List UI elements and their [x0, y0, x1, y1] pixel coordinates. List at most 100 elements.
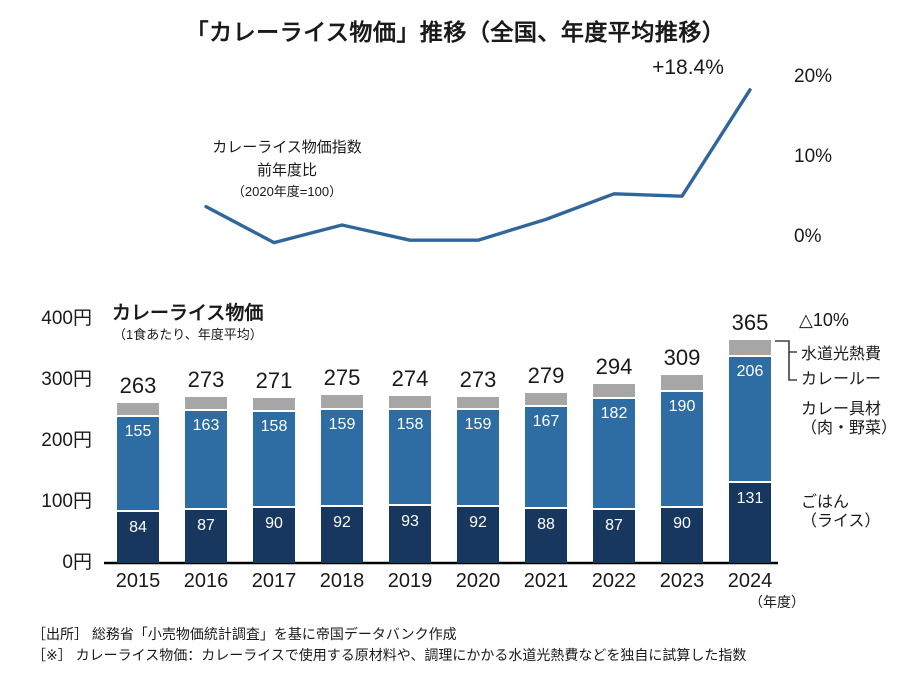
trend-annotation: カレーライス物価指数 前年度比 （2020年度=100） — [152, 136, 422, 202]
x-axis-year-label: 2018 — [319, 570, 365, 592]
bar-total-label: 279 — [527, 362, 565, 388]
bar-segment-rice: 92 — [457, 506, 499, 563]
bar-group: 84 155 263 — [117, 372, 159, 563]
peak-value-label: +18.4% — [652, 56, 724, 79]
bar-segment-rice: 131 — [729, 483, 771, 563]
bar-total-label: 273 — [459, 366, 497, 392]
bar-value-label: 90 — [265, 515, 283, 533]
bar-value-label: 87 — [197, 516, 215, 534]
bar-group: 131 206 365 — [729, 312, 771, 563]
bar-value-label: 159 — [464, 415, 492, 433]
bar-group: 90 158 271 — [253, 367, 295, 563]
source-note: ［出所］ 総務省「小売物価統計調査」を基に帝国データバンク作成 — [32, 626, 457, 642]
bar-segment-ingredients: 158 — [389, 409, 431, 507]
bar-segment-roux-utilities — [593, 383, 635, 399]
x-axis-year-label: 2015 — [115, 570, 161, 592]
pct-axis-tick: 20% — [794, 66, 833, 87]
legend-label-curry-ingredients: カレー具材 （肉・野菜） — [801, 401, 898, 437]
pct-axis-tick: 10% — [794, 146, 833, 167]
bar-segment-rice: 88 — [525, 509, 567, 563]
bar-segment-roux-utilities — [321, 395, 363, 410]
bar-group: 87 182 294 — [593, 353, 635, 563]
bar-value-label: 88 — [537, 516, 555, 534]
x-axis-year-label: 2024 — [727, 570, 773, 592]
bar-chart-title: カレーライス物価 — [112, 303, 264, 324]
pct-axis-tick: 0% — [794, 226, 822, 247]
bar-total-label: 294 — [595, 353, 633, 379]
bar-chart-subtitle: （1食あたり、年度平均） — [113, 327, 263, 342]
trend-annotation-line1: カレーライス物価指数 — [212, 139, 362, 156]
yen-axis-tick: 0円 — [62, 552, 92, 573]
bar-segment-ingredients: 158 — [253, 411, 295, 509]
yen-axis-tick: 100円 — [41, 491, 92, 512]
legend-label-utilities: 水道光熱費 — [801, 346, 882, 363]
bar-value-label: 182 — [600, 404, 628, 422]
bar-value-label: 190 — [668, 398, 696, 416]
bar-segment-ingredients: 206 — [729, 357, 771, 484]
bar-segment-rice: 90 — [661, 508, 703, 563]
bar-segment-ingredients: 167 — [525, 407, 567, 510]
bar-segment-roux-utilities — [661, 374, 703, 393]
footnotes: ［出所］ 総務省「小売物価統計調査」を基に帝国データバンク作成 ［※］ カレーラ… — [32, 624, 746, 666]
bar-value-label: 155 — [124, 423, 152, 441]
bar-total-label: 274 — [391, 365, 429, 391]
bar-segment-roux-utilities — [525, 392, 567, 408]
bar-total-label: 365 — [731, 310, 769, 336]
bar-group: 93 158 274 — [389, 365, 431, 563]
bar-segment-rice: 90 — [253, 508, 295, 563]
bar-group: 92 159 275 — [321, 367, 363, 563]
trend-annotation-line2: 前年度比 — [256, 162, 317, 179]
x-axis-year-label: 2021 — [523, 570, 569, 592]
legend-label-curry-roux: カレールー — [801, 371, 882, 388]
bar-segment-ingredients: 182 — [593, 398, 635, 510]
bar-total-label: 273 — [187, 366, 225, 392]
legend-label-rice: ごはん （ライス） — [801, 494, 881, 530]
bar-value-label: 159 — [328, 415, 356, 433]
bar-segment-roux-utilities — [457, 396, 499, 410]
bar-segment-rice: 84 — [117, 511, 159, 563]
bar-value-label: 92 — [469, 513, 487, 531]
x-axis-year-label: 2023 — [659, 570, 705, 592]
bar-total-label: 309 — [663, 344, 701, 370]
bar-segment-ingredients: 190 — [661, 392, 703, 509]
bar-group: 92 159 273 — [457, 366, 499, 563]
bar-segment-roux-utilities — [185, 396, 227, 411]
chart-title: 「カレーライス物価」推移（全国、年度平均推移） — [185, 19, 726, 45]
bar-value-label: 206 — [736, 363, 764, 381]
bar-segment-roux-utilities — [389, 395, 431, 410]
x-axis-year-label: 2017 — [251, 570, 297, 592]
bar-total-label: 271 — [255, 367, 293, 393]
yen-axis-tick: 300円 — [41, 369, 92, 390]
yen-axis-tick: 200円 — [41, 430, 92, 451]
bar-total-label: 263 — [119, 372, 157, 398]
bar-value-label: 158 — [260, 417, 288, 435]
bar-segment-roux-utilities — [729, 340, 771, 358]
bar-segment-ingredients: 159 — [457, 409, 499, 507]
bar-total-label: 275 — [323, 365, 361, 391]
bar-value-label: 87 — [605, 516, 623, 534]
bar-value-label: 90 — [673, 515, 691, 533]
definition-note: ［※］ カレーライス物価：カレーライスで使用する原材料や、調理にかかる水道光熱費… — [32, 647, 747, 663]
yen-axis-tick: 400円 — [41, 308, 92, 329]
bar-value-label: 92 — [333, 513, 351, 531]
bar-segment-ingredients: 155 — [117, 417, 159, 512]
delta-10pct-label: △10% — [799, 310, 849, 330]
bar-value-label: 167 — [532, 413, 560, 431]
bar-segment-rice: 92 — [321, 506, 363, 563]
bar-segment-rice: 87 — [593, 509, 635, 563]
bar-value-label: 163 — [192, 416, 220, 434]
x-axis-year-label: 2016 — [183, 570, 229, 592]
bar-segment-ingredients: 159 — [321, 409, 363, 507]
bar-group: 88 167 279 — [525, 362, 567, 563]
trend-annotation-line3: （2020年度=100） — [231, 184, 343, 199]
x-axis-unit-label: （年度） — [749, 594, 805, 610]
bar-group: 87 163 273 — [185, 366, 227, 563]
x-axis-year-label: 2019 — [387, 570, 433, 592]
bar-group: 90 190 309 — [661, 344, 703, 563]
bar-value-label: 131 — [736, 490, 764, 508]
bar-segment-ingredients: 163 — [185, 410, 227, 510]
bar-segment-rice: 93 — [389, 506, 431, 563]
x-axis-year-label: 2022 — [591, 570, 637, 592]
bar-value-label: 93 — [401, 513, 419, 531]
